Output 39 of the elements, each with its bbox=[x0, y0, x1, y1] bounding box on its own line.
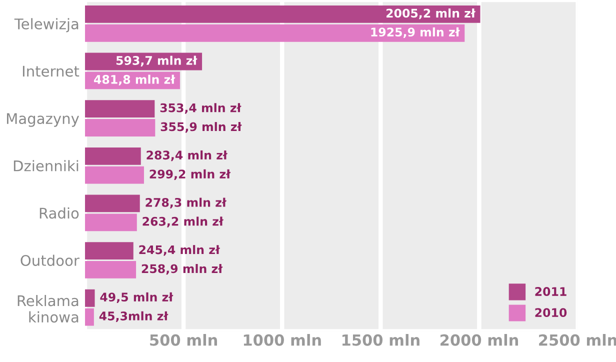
bar bbox=[85, 166, 144, 184]
x-tick-label: 1000 mln bbox=[244, 334, 321, 346]
bar bbox=[85, 261, 136, 278]
x-tick-label: 500 mln bbox=[150, 334, 217, 346]
data-label: 245,4 mln zł bbox=[139, 245, 220, 256]
bar bbox=[85, 100, 155, 118]
data-label: 263,2 mln zł bbox=[142, 216, 224, 228]
data-label: 278,3 mln zł bbox=[146, 198, 227, 208]
bar bbox=[85, 24, 465, 42]
bar bbox=[85, 194, 140, 212]
y-tick-label: Telewizja bbox=[14, 18, 78, 32]
data-label: 593,7 mln zł bbox=[116, 56, 198, 66]
data-label: 258,9 mln zł bbox=[142, 264, 223, 275]
data-label: 353,4 mln zł bbox=[160, 103, 242, 114]
bar bbox=[85, 5, 480, 23]
x-tick-label: 1500 mln bbox=[342, 334, 420, 346]
y-tick-label: Dzienniki bbox=[14, 160, 78, 172]
data-label: 2005,2 mln zł bbox=[386, 8, 476, 20]
data-label: 355,9 mln zł bbox=[160, 122, 242, 133]
y-tick-label: Radio bbox=[40, 207, 79, 219]
data-label: 283,4 mln zł bbox=[146, 150, 228, 162]
data-label: 1925,9 mln zł bbox=[371, 27, 460, 38]
y-tick-label: Outdoor bbox=[20, 254, 80, 266]
y-tick-label: Magazyny bbox=[7, 113, 80, 127]
bar bbox=[85, 289, 95, 307]
data-label: 481,8 mln zł bbox=[94, 74, 176, 86]
data-label: 299,2 mln zł bbox=[150, 169, 231, 180]
bar bbox=[85, 147, 141, 165]
x-tick-label: 2000 mln bbox=[440, 334, 518, 346]
y-tick-label: Reklama kinowa bbox=[18, 294, 78, 323]
bar bbox=[85, 242, 134, 260]
data-label: 49,5 mln zł bbox=[100, 292, 174, 304]
data-label: 45,3mln zł bbox=[99, 311, 168, 322]
y-tick-label: Internet bbox=[22, 66, 80, 77]
bar bbox=[85, 214, 137, 232]
bar bbox=[85, 119, 156, 136]
legend-label: 2011 bbox=[535, 287, 566, 296]
bar bbox=[85, 308, 94, 326]
legend-label: 2010 bbox=[535, 308, 567, 318]
